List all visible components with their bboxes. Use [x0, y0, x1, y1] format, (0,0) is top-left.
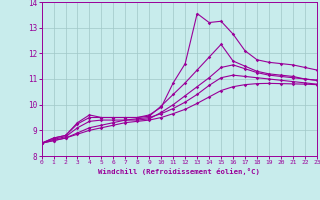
X-axis label: Windchill (Refroidissement éolien,°C): Windchill (Refroidissement éolien,°C): [98, 168, 260, 175]
